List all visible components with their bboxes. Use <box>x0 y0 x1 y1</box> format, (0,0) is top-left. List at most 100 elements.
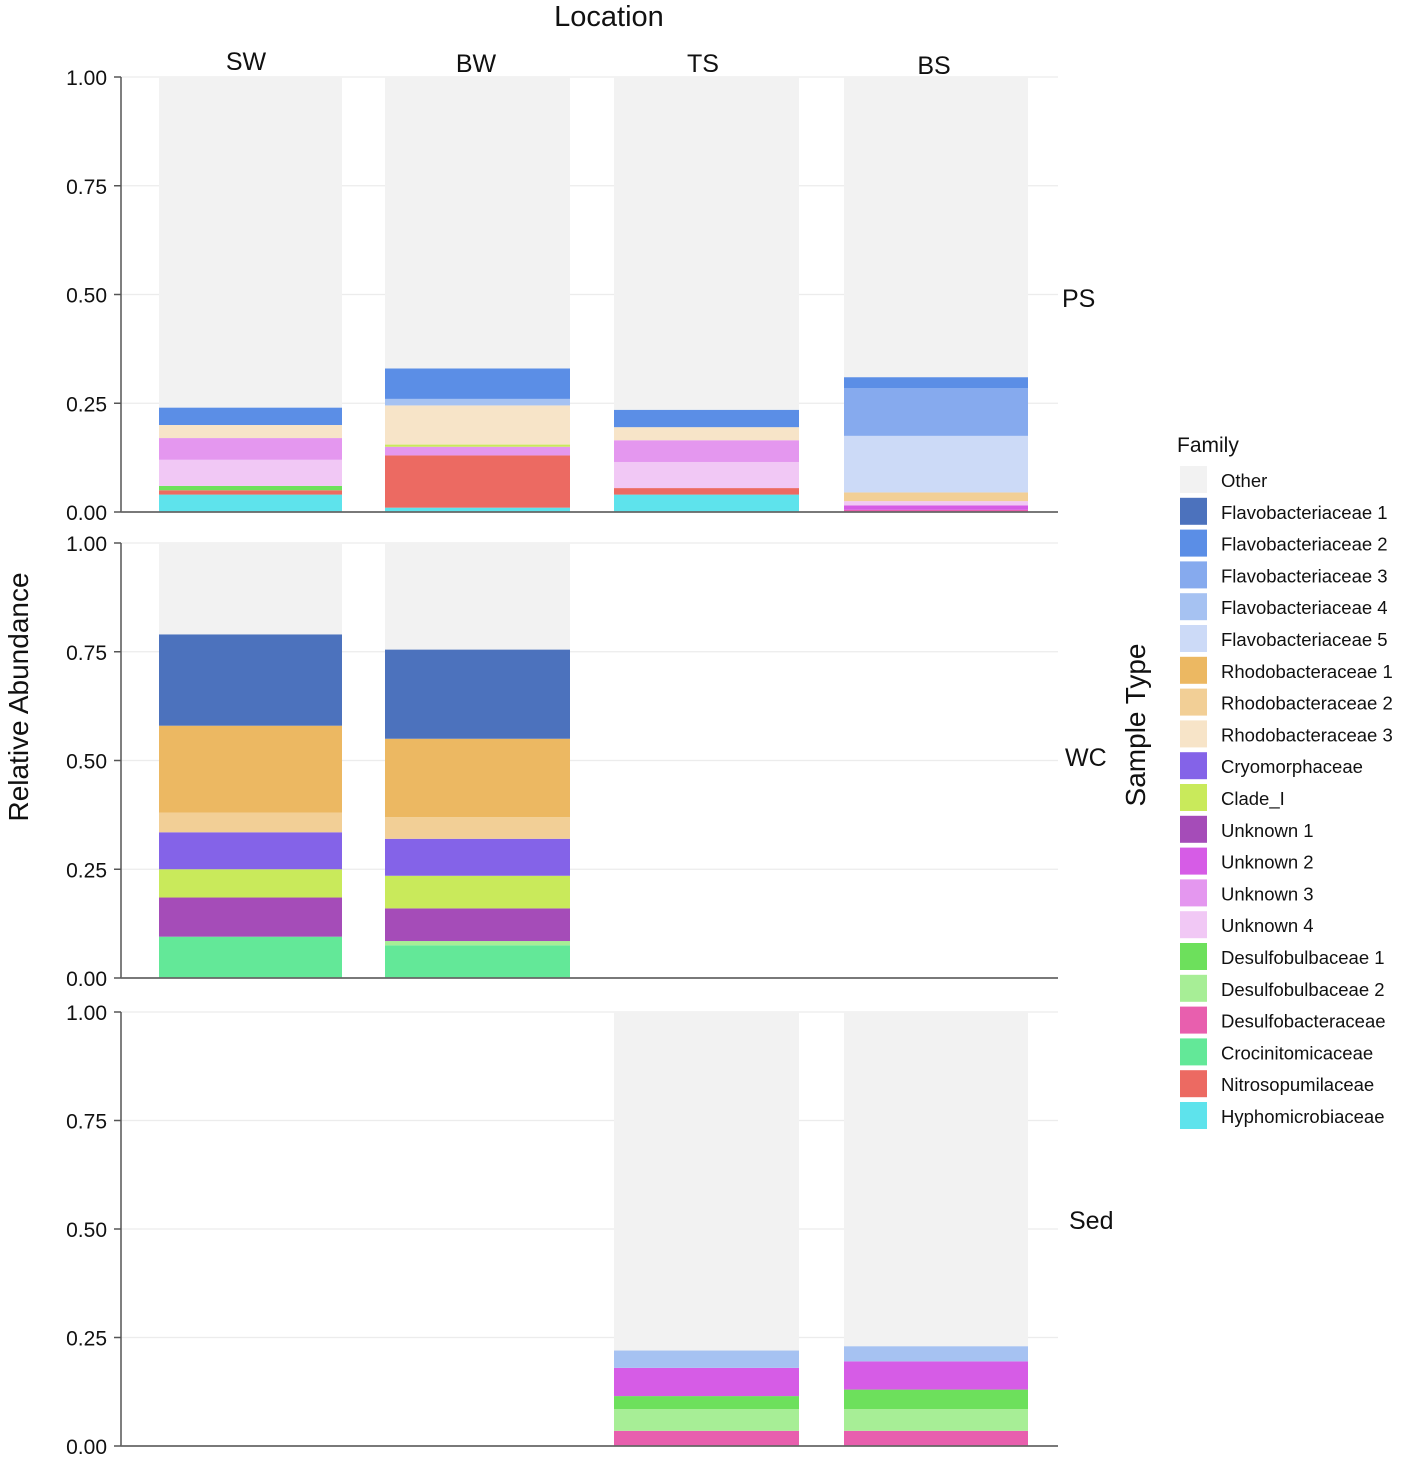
legend-swatch-flavobacteriaceae-4 <box>1180 593 1207 621</box>
legend-swatch-nitrosopumilaceae <box>1180 1070 1207 1098</box>
bar-segment-wc-sw-cryomorphaceae <box>159 832 342 870</box>
legend-swatch-flavobacteriaceae-5 <box>1180 625 1207 652</box>
y-tick-label-wc: 0.25 <box>66 859 107 882</box>
bar-segment-ps-bw-nitrosopumilaceae <box>385 455 570 508</box>
legend-swatch-rhodobacteraceae-2 <box>1180 688 1207 716</box>
bar-segment-wc-sw-flavobacteriaceae-1 <box>159 634 342 726</box>
legend-label-desulfobulbaceae-2: Desulfobulbaceae 2 <box>1221 979 1385 1000</box>
bar-segment-sed-bs-other <box>844 1012 1028 1347</box>
bar-segment-sed-ts-unknown-2 <box>614 1367 799 1397</box>
bar-segment-ps-bw-rhodobacteraceae-3 <box>385 405 570 445</box>
bar-segment-ps-bw-hyphomicrobiaceae <box>385 507 570 512</box>
y-tick-label-ps: 1.00 <box>66 67 107 90</box>
legend-swatch-hyphomicrobiaceae <box>1180 1102 1207 1129</box>
y-tick-label-ps: 0.25 <box>66 393 107 416</box>
bar-segment-ps-bw-other <box>385 77 570 369</box>
bar-segment-ps-ts-flavobacteriaceae-2 <box>614 409 799 428</box>
y-tick-label-ps: 0.50 <box>66 285 107 308</box>
legend-label-desulfobacteraceae: Desulfobacteraceae <box>1221 1011 1386 1032</box>
legend: Other Flavobacteriaceae 1 Flavobacteriacea… <box>1180 466 1393 1129</box>
bar-segment-wc-bw-other <box>385 543 570 650</box>
column-label-ts: TS <box>687 50 719 78</box>
bar-segment-sed-bs-desulfobulbaceae-1 <box>844 1389 1028 1410</box>
bar-segment-sed-ts-desulfobulbaceae-2 <box>614 1409 799 1431</box>
y-tick-label-wc: 1.00 <box>66 533 107 556</box>
legend-label-unknown-4: Unknown 4 <box>1221 915 1314 936</box>
legend-label-flavobacteriaceae-4: Flavobacteriaceae 4 <box>1221 597 1388 618</box>
bar-segment-ps-bs-other <box>844 77 1028 378</box>
bar-segment-wc-bw-unknown-1 <box>385 908 570 942</box>
legend-swatch-desulfobacteraceae <box>1180 1006 1207 1034</box>
legend-label-clade-i: Clade_I <box>1221 788 1285 810</box>
bar-segment-ps-bw-flavobacteriaceae-4 <box>385 398 570 406</box>
bar-segment-sed-ts-flavobacteriaceae-4 <box>614 1350 799 1368</box>
bar-segment-sed-ts-desulfobulbaceae-1 <box>614 1396 799 1410</box>
bar-segment-ps-ts-unknown-4 <box>614 461 799 489</box>
legend-label-crocinitomicaceae: Crocinitomicaceae <box>1221 1042 1373 1063</box>
y-tick-label-sed: 0.50 <box>66 1219 107 1242</box>
bar-segment-wc-sw-unknown-1 <box>159 897 342 937</box>
bar-segment-ps-ts-other <box>614 77 799 410</box>
y-tick-label-wc: 0.00 <box>66 968 107 991</box>
bar-segment-wc-sw-rhodobacteraceae-1 <box>159 725 342 813</box>
legend-swatch-clade-i <box>1180 784 1207 811</box>
column-label-sw: SW <box>226 48 267 76</box>
bar-segment-sed-ts-desulfobacteraceae <box>614 1430 799 1446</box>
bar-segment-sed-bs-desulfobulbaceae-2 <box>844 1409 1028 1431</box>
legend-label-flavobacteriaceae-5: Flavobacteriaceae 5 <box>1221 629 1388 650</box>
legend-label-unknown-1: Unknown 1 <box>1221 820 1314 841</box>
bar-segment-ps-bs-unknown-4 <box>844 501 1028 506</box>
legend-label-rhodobacteraceae-2: Rhodobacteraceae 2 <box>1221 693 1393 714</box>
y-tick-label-ps: 0.00 <box>66 502 107 525</box>
y-tick-label-ps: 0.75 <box>66 176 107 199</box>
bar-segment-wc-bw-rhodobacteraceae-1 <box>385 738 570 818</box>
bar-segment-ps-ts-rhodobacteraceae-3 <box>614 427 799 441</box>
legend-title: Family <box>1177 434 1239 457</box>
legend-label-flavobacteriaceae-2: Flavobacteriaceae 2 <box>1221 534 1388 555</box>
bar-segment-ps-bs-desulfobacteraceae <box>844 509 1028 512</box>
row-label-ps: PS <box>1062 285 1095 313</box>
bar-segment-ps-sw-flavobacteriaceae-2 <box>159 407 342 425</box>
bar-segment-ps-sw-nitrosopumilaceae <box>159 490 342 495</box>
legend-label-nitrosopumilaceae: Nitrosopumilaceae <box>1221 1074 1374 1095</box>
bar-segment-wc-sw-clade-i <box>159 869 342 898</box>
legend-label-cryomorphaceae: Cryomorphaceae <box>1221 756 1363 777</box>
row-strip-label: Sample Type <box>1120 644 1151 807</box>
bar-segment-wc-bw-crocinitomicaceae <box>385 945 570 978</box>
bar-segment-sed-bs-unknown-2 <box>844 1361 1028 1390</box>
bars-layer <box>159 77 1028 1446</box>
bar-segment-ps-bs-rhodobacteraceae-2 <box>844 492 1028 502</box>
bar-segment-ps-sw-desulfobulbaceae-1 <box>159 485 342 491</box>
legend-swatch-unknown-3 <box>1180 879 1207 907</box>
bar-segment-ps-sw-hyphomicrobiaceae <box>159 494 342 512</box>
bar-segment-wc-bw-rhodobacteraceae-2 <box>385 817 570 839</box>
bar-segment-ps-bw-unknown-3 <box>385 446 570 456</box>
bar-segment-wc-bw-cryomorphaceae <box>385 838 570 876</box>
bar-segment-wc-bw-desulfobulbaceae-2 <box>385 941 570 946</box>
bar-segment-wc-sw-other <box>159 543 342 635</box>
legend-swatch-unknown-2 <box>1180 847 1207 875</box>
y-tick-label-sed: 0.00 <box>66 1436 107 1459</box>
legend-label-rhodobacteraceae-3: Rhodobacteraceae 3 <box>1221 724 1393 745</box>
bar-segment-wc-bw-flavobacteriaceae-1 <box>385 649 570 739</box>
bar-segment-wc-bw-clade-i <box>385 875 570 909</box>
chart-title: Location <box>554 1 664 33</box>
bar-segment-ps-sw-other <box>159 77 342 408</box>
y-tick-label-sed: 0.75 <box>66 1111 107 1134</box>
bar-segment-ps-sw-rhodobacteraceae-3 <box>159 425 342 439</box>
y-tick-label-sed: 1.00 <box>66 1002 107 1025</box>
legend-swatch-desulfobulbaceae-1 <box>1180 943 1207 970</box>
bar-segment-ps-sw-unknown-4 <box>159 459 342 486</box>
column-label-bs: BS <box>917 52 950 80</box>
axes-layer: 1.00 0.75 0.50 0.25 0.00 1.00 0.75 0.50 0.25 0.00… <box>66 67 1058 1459</box>
bar-segment-wc-sw-rhodobacteraceae-2 <box>159 812 342 833</box>
bar-segment-ps-bw-clade-i <box>385 444 570 447</box>
y-tick-label-wc: 0.75 <box>66 642 107 665</box>
legend-label-unknown-2: Unknown 2 <box>1221 852 1314 873</box>
legend-swatch-rhodobacteraceae-1 <box>1180 656 1207 684</box>
legend-swatch-cryomorphaceae <box>1180 752 1207 780</box>
bar-segment-ps-bs-unknown-2 <box>844 505 1028 510</box>
bar-segment-ps-bs-flavobacteriaceae-5 <box>844 435 1028 493</box>
bar-segment-sed-ts-other <box>614 1012 799 1351</box>
